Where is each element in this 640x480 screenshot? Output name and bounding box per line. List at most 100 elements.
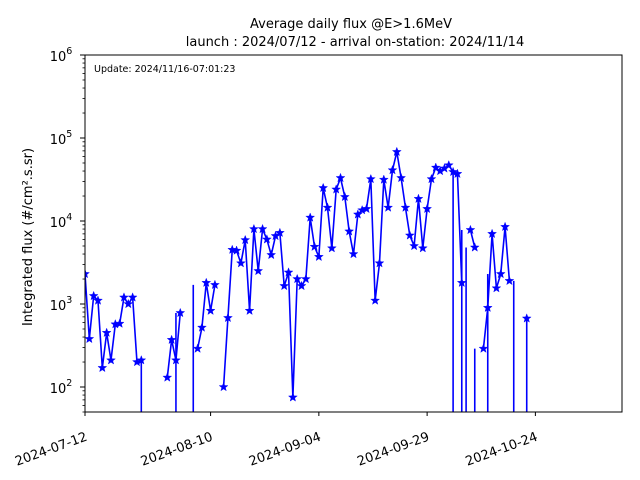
data-point <box>261 234 272 244</box>
data-point <box>201 277 212 288</box>
data-point <box>248 223 259 234</box>
x-tick-label: 2024-08-10 <box>139 430 215 470</box>
data-point <box>344 226 355 236</box>
data-point <box>192 343 203 353</box>
x-tick-label: 2024-09-29 <box>355 430 431 470</box>
chart-title-group: Average daily flux @E>1.6MeV launch : 20… <box>186 17 524 50</box>
data-point <box>400 202 411 212</box>
data-point <box>378 174 389 184</box>
data-point <box>123 298 134 309</box>
series-line-segment-3 <box>222 151 463 399</box>
data-point <box>106 355 116 365</box>
y-tick-label: 102 <box>50 378 73 397</box>
plot-frame <box>84 54 623 413</box>
chart-title: Average daily flux @E>1.6MeV <box>250 17 452 32</box>
data-point <box>240 234 251 245</box>
data-point <box>383 202 394 212</box>
data-point <box>417 243 428 253</box>
data-point <box>452 168 463 179</box>
data-point <box>205 305 216 315</box>
x-tick-label: 2024-09-04 <box>247 430 323 470</box>
y-tick-label: 106 <box>50 46 73 65</box>
data-point <box>482 302 493 312</box>
data-point <box>322 202 333 212</box>
data-point <box>235 258 246 268</box>
data-point <box>491 283 502 293</box>
x-tick-label: 2024-07-12 <box>13 430 89 470</box>
data-point <box>244 305 255 315</box>
data-point <box>279 280 290 291</box>
data-point <box>85 333 95 344</box>
data-point <box>469 242 480 252</box>
data-point <box>331 184 342 194</box>
data-point <box>456 277 467 288</box>
data-point <box>422 203 433 214</box>
data-point <box>97 362 108 373</box>
data-point <box>404 230 415 240</box>
data-point <box>387 164 398 175</box>
data-point <box>101 327 112 337</box>
data-point <box>218 381 229 392</box>
data-point <box>119 292 129 302</box>
data-point <box>127 292 138 302</box>
data-point <box>300 273 311 284</box>
data-point <box>443 160 454 170</box>
data-point <box>396 172 407 183</box>
y-axis-label: Integrated flux (#/cm².s.sr) <box>21 148 36 326</box>
x-tick-label: 2024-10-24 <box>464 430 540 470</box>
data-point <box>88 290 99 301</box>
data-point <box>287 392 298 402</box>
data-point <box>296 280 307 291</box>
data-point <box>231 245 242 255</box>
data-point <box>171 355 181 365</box>
data-point <box>313 251 324 262</box>
series-line-segment-1 <box>166 312 182 378</box>
data-point <box>283 267 294 277</box>
chart-subtitle: launch : 2024/07/12 - arrival on-station… <box>186 35 524 50</box>
data-point <box>413 193 424 204</box>
data-point <box>409 240 420 251</box>
series-line-segment-2 <box>196 282 216 349</box>
data-point <box>209 279 220 290</box>
data-point <box>495 268 506 279</box>
data-point <box>339 191 350 202</box>
data-point <box>478 343 489 353</box>
data-point <box>114 318 125 328</box>
data-point <box>85 268 90 279</box>
plot-marks <box>85 146 532 412</box>
data-point <box>257 223 268 234</box>
data-point <box>500 221 510 232</box>
data-point <box>309 241 320 251</box>
data-point <box>326 243 337 253</box>
data-point <box>348 248 359 259</box>
data-point <box>222 312 233 323</box>
data-point <box>465 224 476 235</box>
data-point <box>365 173 376 184</box>
y-tick-label: 103 <box>50 295 73 314</box>
data-point <box>426 173 437 184</box>
data-point <box>166 334 177 345</box>
data-point <box>521 313 532 323</box>
series-line-segment-0 <box>85 273 142 369</box>
data-point <box>253 265 264 276</box>
y-tick-label: 104 <box>50 212 73 231</box>
data-point <box>162 372 173 382</box>
data-point <box>93 295 103 305</box>
data-point <box>374 258 385 268</box>
data-point <box>487 228 498 239</box>
data-point <box>305 212 316 222</box>
y-axis: 102 103 104 105 106 <box>50 46 85 413</box>
data-point <box>266 249 277 260</box>
data-point <box>448 166 459 177</box>
y-tick-label: 105 <box>50 129 73 148</box>
data-point <box>504 275 515 286</box>
update-annotation: Update: 2024/11/16-07:01:23 <box>94 64 235 75</box>
data-point <box>136 355 147 365</box>
data-point <box>175 307 186 318</box>
data-point <box>274 227 285 238</box>
data-point <box>197 322 207 332</box>
data-point <box>335 172 346 183</box>
data-point <box>370 295 381 305</box>
data-point <box>361 203 372 214</box>
